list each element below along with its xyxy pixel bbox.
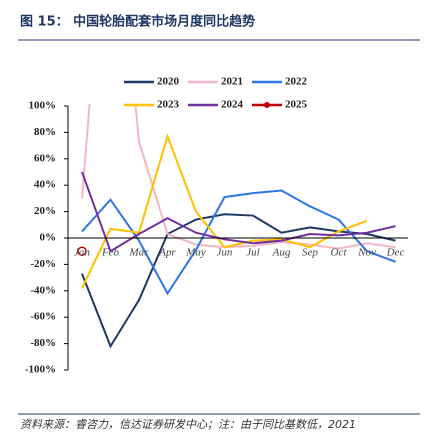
series-line — [81, 213, 396, 349]
y-tick-label: 80% — [34, 126, 56, 138]
series-marker — [77, 246, 87, 256]
series-line — [81, 133, 368, 289]
y-tick-label: -20% — [30, 258, 56, 270]
x-tick-label: Dec — [386, 247, 405, 259]
x-tick-label: Mar — [129, 247, 150, 259]
plot-area — [77, 104, 396, 349]
legend-label: 2020 — [157, 76, 180, 88]
x-tick-label: Feb — [101, 247, 120, 259]
y-tick-label: -80% — [30, 337, 56, 349]
x-tick-label: Jul — [246, 247, 259, 259]
series-line — [81, 104, 396, 250]
chart-title: 图 15： 中国轮胎配套市场月度同比趋势 — [20, 14, 255, 30]
x-tick-label: Nov — [357, 247, 376, 259]
x-tick-label: Aug — [272, 247, 291, 259]
legend-label: 2021 — [221, 76, 243, 88]
y-tick-label: 60% — [34, 152, 56, 164]
y-tick-label: 40% — [34, 179, 56, 191]
y-tick-label: -60% — [30, 311, 56, 323]
y-tick-label: 100% — [29, 100, 57, 112]
y-tick-label: 20% — [34, 205, 56, 217]
x-tick-label: Jun — [217, 247, 233, 259]
x-tick-label: Jan — [74, 247, 90, 259]
x-tick-label: Apr — [158, 247, 176, 259]
source-note: 资料来源：睿咨力，信达证券研发中心；注：由于同比基数低，2021 — [20, 418, 356, 431]
legend-label: 2023 — [157, 99, 180, 111]
series-line — [81, 189, 396, 296]
y-tick-label: 0% — [40, 232, 57, 244]
x-tick-label: Sep — [302, 247, 318, 259]
y-tick-label: -100% — [25, 364, 56, 376]
legend-label: 2025 — [285, 99, 308, 111]
x-tick-label: Oct — [331, 247, 348, 259]
legend-label: 2022 — [285, 76, 308, 88]
x-tick-label: May — [185, 247, 206, 259]
legend-marker — [264, 102, 270, 108]
legend-label: 2024 — [221, 99, 244, 111]
series-line — [81, 171, 396, 253]
y-tick-label: -40% — [30, 284, 56, 296]
